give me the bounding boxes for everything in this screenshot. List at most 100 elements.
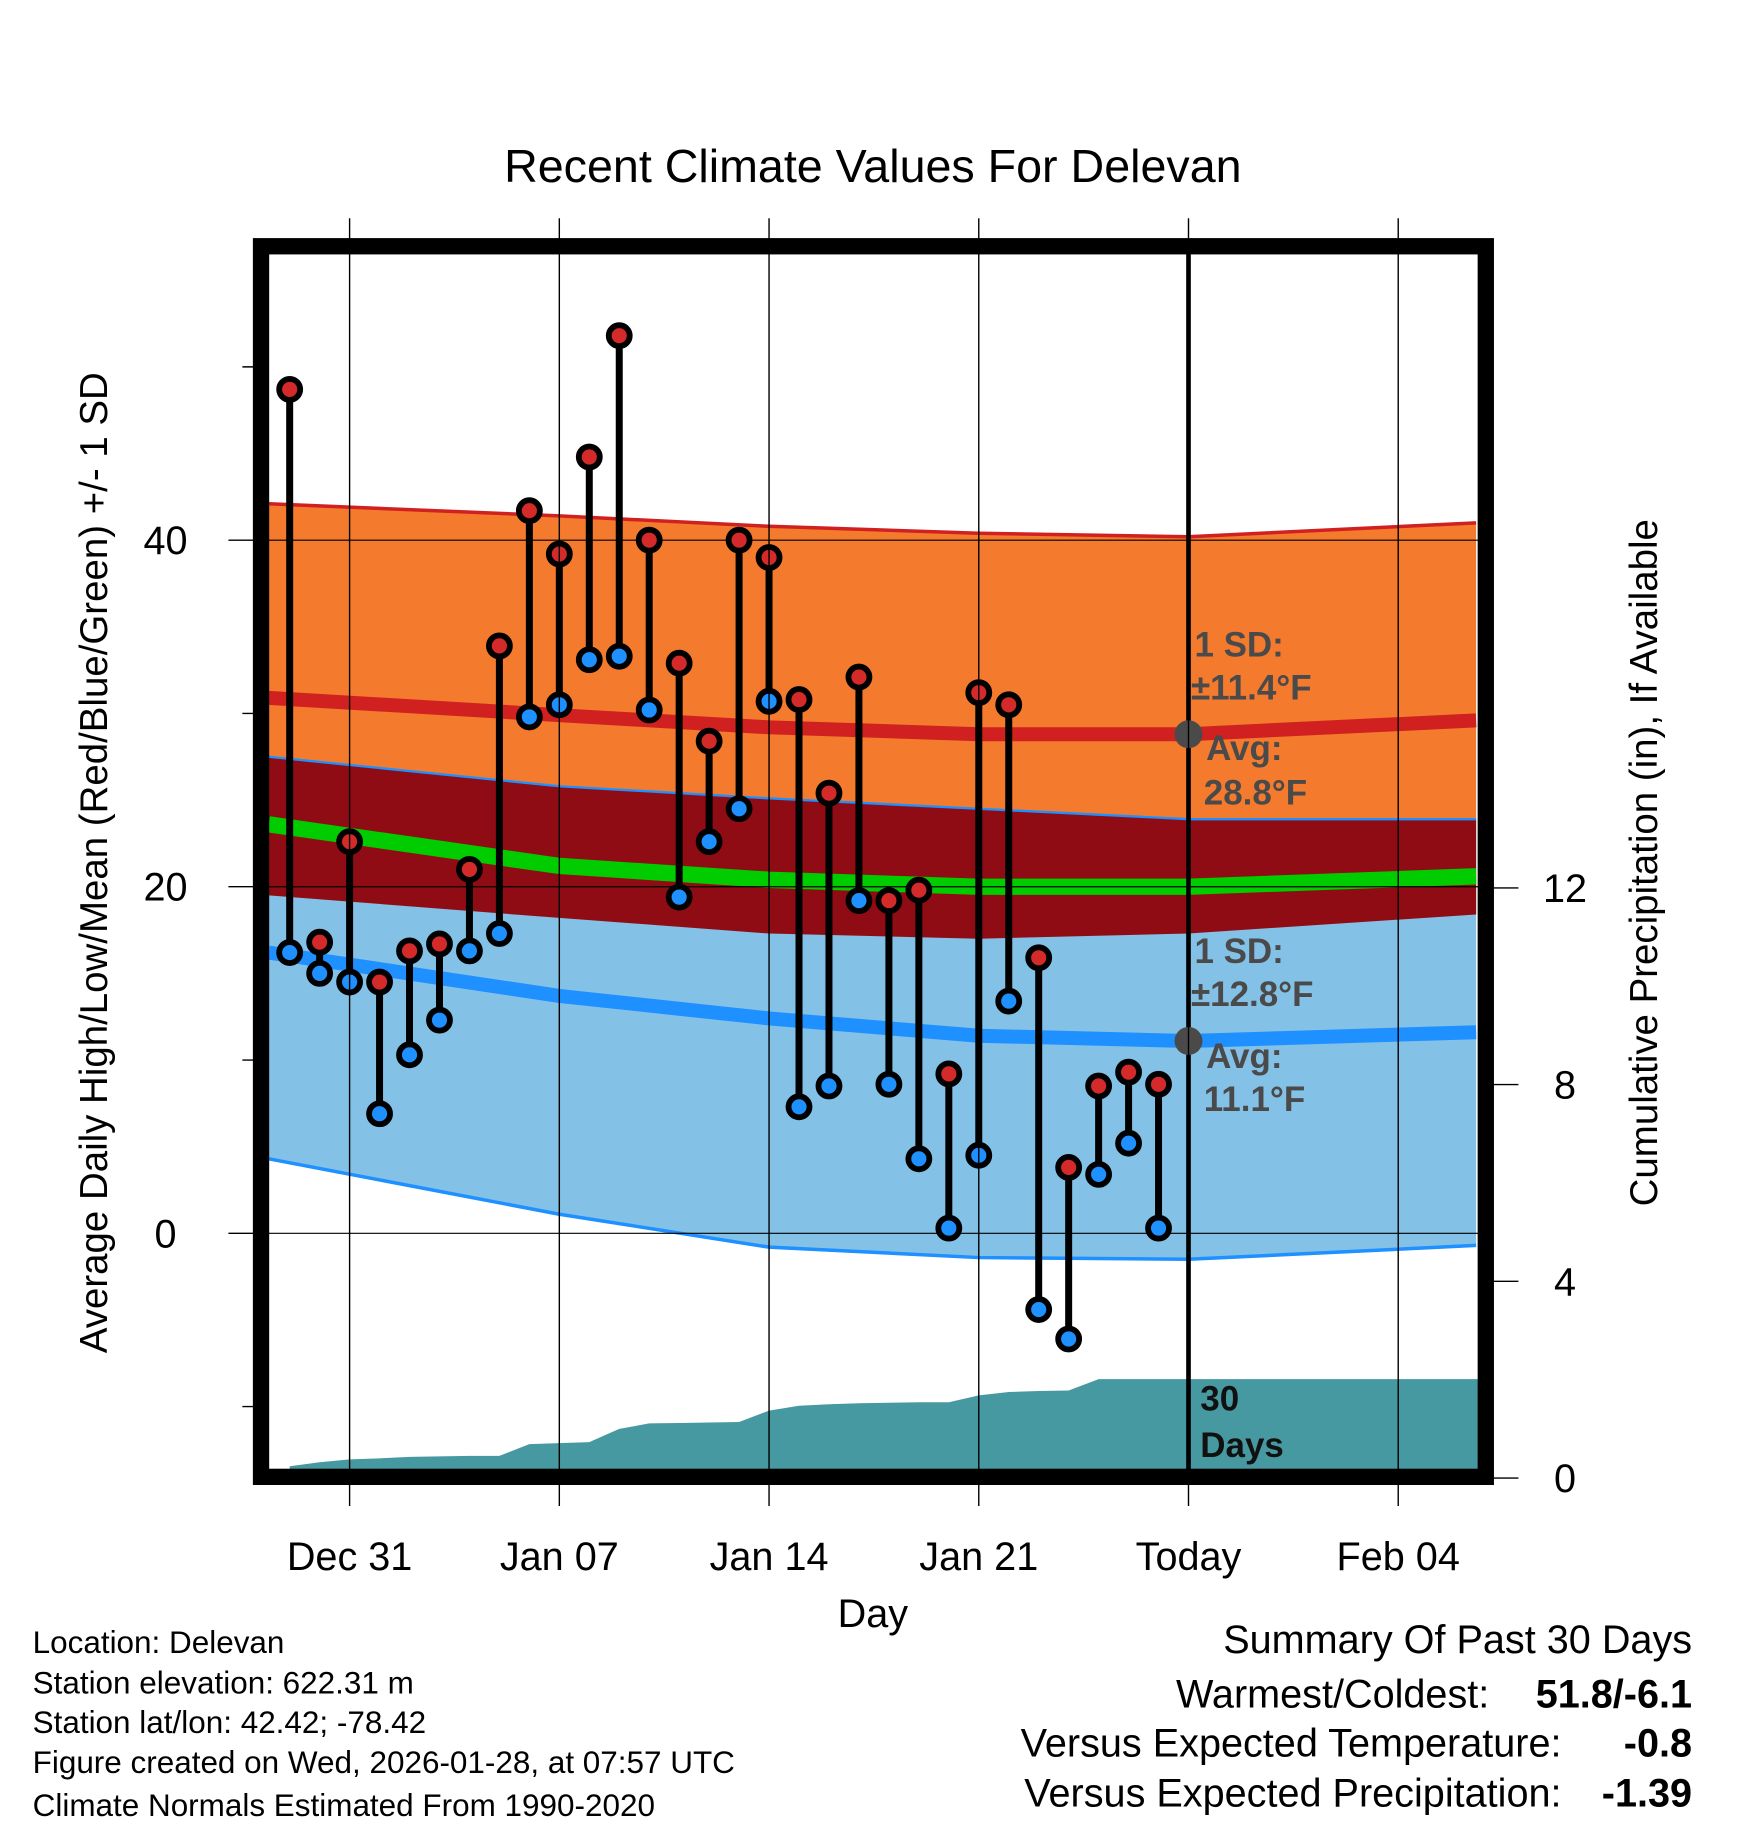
low-avg-label: Avg:: [1206, 1037, 1282, 1076]
high-point: [665, 649, 693, 677]
high-sd-label: 1 SD:: [1194, 625, 1283, 664]
high-point: [366, 968, 393, 996]
high-avg-label: Avg:: [1206, 729, 1282, 768]
high-point: [875, 887, 903, 914]
high-point: [575, 443, 603, 471]
summary-warm-cold-value: 51.8/-6.1: [1536, 1673, 1692, 1717]
chart-title: Recent Climate Values For Delevan: [504, 140, 1241, 192]
high-point: [306, 928, 334, 956]
high-point: [695, 727, 723, 755]
low-point: [905, 1145, 933, 1173]
high-point: [426, 930, 453, 958]
y-axis-label: Average Daily High/Low/Mean (Red/Blue/Gr…: [73, 372, 116, 1353]
x-tick-label: Jan 21: [919, 1535, 1038, 1579]
low-point: [366, 1100, 393, 1128]
summary-panel: Summary Of Past 30 Days Warmest/Coldest:…: [1021, 1618, 1692, 1816]
footer-normals: Climate Normals Estimated From 1990-2020: [33, 1788, 655, 1823]
high-point: [995, 691, 1023, 719]
low-point: [695, 828, 723, 856]
low-point: [1115, 1129, 1142, 1157]
high-point: [1115, 1058, 1142, 1086]
high-point: [1085, 1072, 1113, 1100]
high-point: [785, 686, 813, 713]
summary-precip-value: -1.39: [1602, 1772, 1692, 1816]
y-tick-label: 40: [143, 519, 187, 563]
high-point: [276, 376, 304, 403]
low-point: [276, 939, 304, 966]
low-point: [935, 1214, 963, 1242]
x-tick-label: Jan 07: [500, 1535, 619, 1579]
footer-info: Location: Delevan Station elevation: 622…: [33, 1625, 735, 1823]
low-point: [396, 1041, 423, 1069]
low-point: [605, 642, 633, 670]
low-point: [635, 696, 663, 724]
low-avg-line: [267, 945, 1477, 1048]
high-point: [1025, 944, 1053, 972]
high-point: [635, 526, 663, 554]
low-point: [1025, 1296, 1053, 1323]
high-point: [905, 876, 933, 904]
y2-tick-label: 4: [1554, 1260, 1576, 1304]
low-point: [1085, 1160, 1113, 1188]
high-point: [725, 526, 753, 554]
high-point: [605, 322, 633, 350]
summary-title: Summary Of Past 30 Days: [1223, 1618, 1692, 1662]
low-sd-label: 1 SD:: [1194, 932, 1283, 971]
high-point: [845, 663, 873, 691]
x-tick-label: Feb 04: [1337, 1535, 1460, 1579]
mean-line: [267, 816, 1477, 895]
low-sd-value: ±12.8°F: [1191, 975, 1314, 1014]
y2-tick-label: 12: [1543, 867, 1587, 911]
y-tick-label: 0: [154, 1212, 176, 1256]
summary-warm-cold-label: Warmest/Coldest:: [1176, 1673, 1489, 1717]
low-avg-value: 11.1°F: [1204, 1080, 1305, 1119]
high-point: [456, 856, 483, 883]
x-tick-label: Dec 31: [287, 1535, 413, 1579]
high-point: [815, 779, 843, 807]
low-point: [306, 959, 334, 987]
low-point: [725, 795, 753, 823]
plot-frame: [252, 238, 1494, 1486]
y2-tick-label: 0: [1554, 1457, 1576, 1501]
footer-location: Location: Delevan: [33, 1625, 285, 1660]
high-sd-value: ±11.4°F: [1191, 669, 1312, 708]
high-point: [515, 497, 543, 525]
low-point: [575, 646, 603, 674]
low-point: [785, 1093, 813, 1121]
precip-label-days-word: Days: [1200, 1426, 1284, 1465]
summary-temp-value: -0.8: [1624, 1722, 1692, 1766]
summary-temp-label: Versus Expected Temperature:: [1021, 1722, 1562, 1766]
x-axis-label: Day: [838, 1592, 909, 1636]
y2-axis-label: Cumulative Precipitation (in), If Availa…: [1623, 519, 1666, 1206]
summary-precip-label: Versus Expected Precipitation:: [1024, 1772, 1561, 1816]
low-point: [486, 920, 513, 947]
precip-label-days-number: 30: [1200, 1379, 1239, 1418]
low-point: [995, 987, 1023, 1015]
low-point: [845, 887, 873, 914]
low-point: [515, 703, 543, 731]
x-tick-label: Jan 14: [710, 1535, 829, 1579]
low-point: [875, 1070, 903, 1098]
high-point: [1055, 1154, 1083, 1181]
low-lower-line: [268, 1157, 1477, 1262]
precip-area: [289, 1379, 1486, 1477]
y2-tick-label: 8: [1554, 1064, 1576, 1108]
low-point: [815, 1072, 843, 1100]
footer-latlon: Station lat/lon: 42.42; -78.42: [33, 1705, 426, 1740]
low-point: [426, 1006, 453, 1034]
high-point: [486, 632, 513, 660]
low-point: [665, 883, 693, 911]
footer-elevation: Station elevation: 622.31 m: [33, 1666, 414, 1701]
low-point: [1055, 1325, 1083, 1353]
low-point: [456, 937, 483, 965]
high-point: [396, 937, 423, 965]
x-tick-label: Today: [1136, 1535, 1242, 1579]
high-avg-line: [268, 690, 1477, 742]
high-upper-line: [268, 502, 1477, 539]
low-point: [1145, 1214, 1172, 1242]
high-point: [1145, 1070, 1172, 1098]
high-point: [935, 1060, 963, 1088]
low-upper-line: [268, 755, 1477, 821]
y-tick-label: 20: [143, 866, 187, 910]
